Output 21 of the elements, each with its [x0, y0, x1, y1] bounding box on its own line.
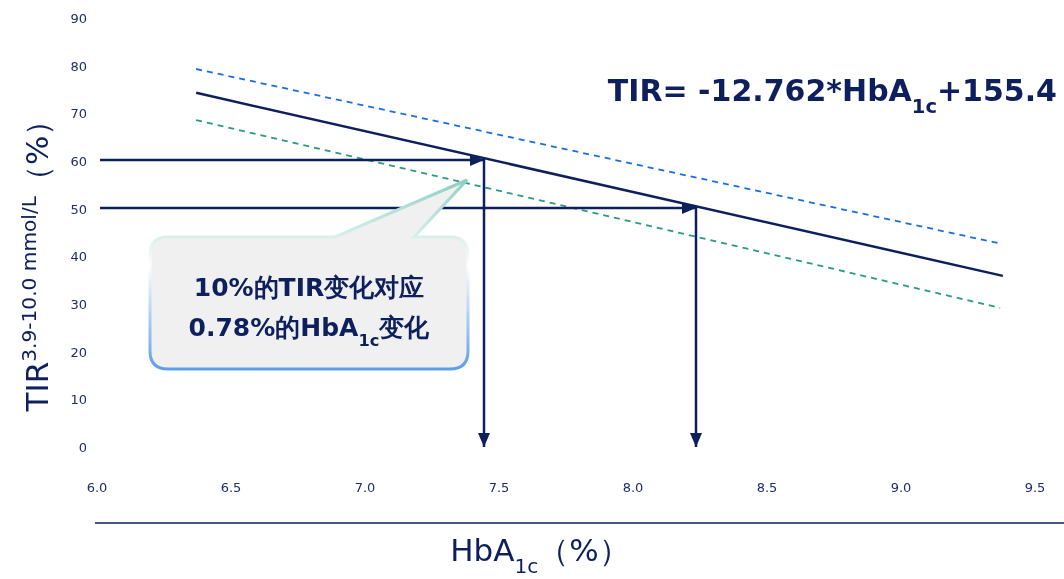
y-tick-label: 70 [70, 106, 87, 122]
y-tick-label: 10 [70, 392, 87, 408]
y-tick-label: 50 [70, 201, 87, 217]
x-tick-label: 9.5 [1024, 480, 1046, 495]
x-tick-label: 6.0 [86, 480, 108, 495]
x-tick-label: 9.0 [890, 480, 912, 495]
y-tick-label: 60 [70, 154, 87, 169]
x-axis-title: HbA$_{1c}$（%） [450, 532, 630, 578]
x-tick-label: 8.5 [756, 480, 778, 495]
y-tick-label: 0 [78, 440, 87, 455]
y-tick-label: 40 [70, 249, 87, 265]
y-tick-label: 20 [70, 344, 87, 360]
x-tick-label: 6.5 [220, 480, 242, 495]
y-tick-label: 30 [70, 297, 87, 312]
x-tick-label: 8.0 [622, 480, 644, 495]
y-tick-label: 80 [70, 58, 87, 74]
x-tick-label: 7.0 [354, 480, 376, 495]
y-tick-label: 90 [70, 11, 87, 26]
annotation: 10%的TIR变化对应 0.78%的HbA$_{1c}$变化 [188, 273, 431, 350]
x-tick-label: 7.5 [488, 480, 510, 495]
annotation: TIR= -12.762*HbA$_{1c}$+155.4 [607, 73, 1057, 118]
